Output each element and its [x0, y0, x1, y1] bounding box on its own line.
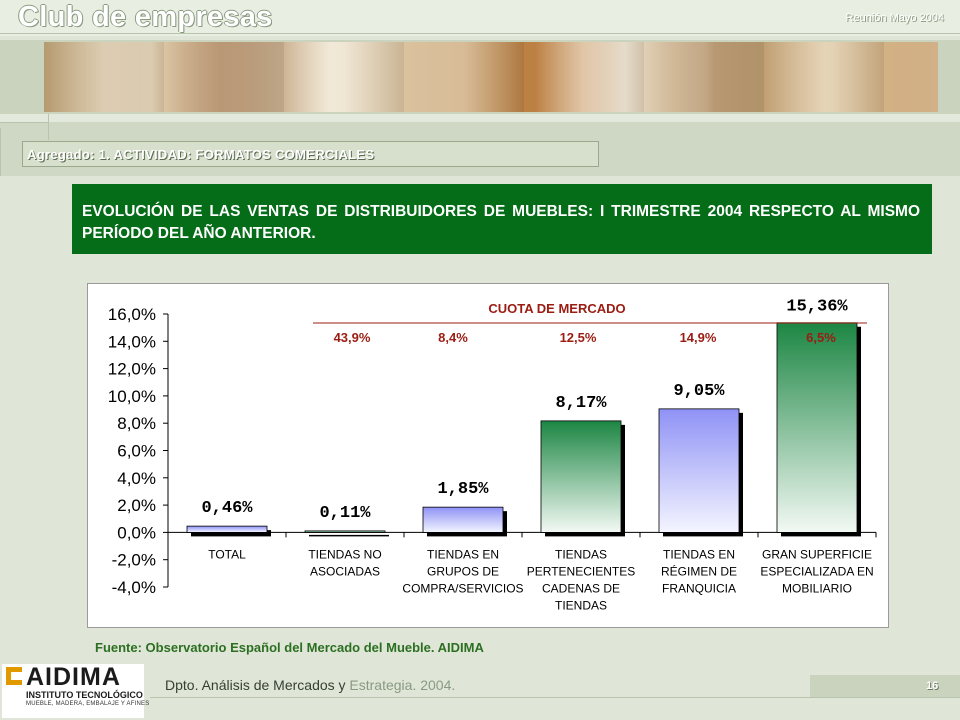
- category-label: TIENDAS EN: [663, 547, 735, 561]
- divider-line: [0, 122, 48, 123]
- y-tick-label: 6,0%: [117, 442, 156, 461]
- bar-value-label: 15,36%: [786, 298, 848, 317]
- divider-line: [0, 128, 1, 176]
- category-label: TIENDAS: [555, 547, 607, 561]
- bar-chart: 16,0% 14,0% 12,0% 10,0% 8,0% 6,0% 4,0% 2,0% 0,0%…: [108, 298, 877, 613]
- market-share-value: 8,4%: [438, 330, 468, 345]
- y-tick-label: 4,0%: [117, 469, 156, 488]
- bar-3: [422, 506, 504, 533]
- bar-value-label: 8,17%: [555, 394, 607, 413]
- category-label: CADENAS DE: [542, 581, 620, 595]
- chart-bars: [186, 322, 861, 537]
- section-subtitle-box: [22, 141, 599, 167]
- section-band-top: [0, 114, 960, 122]
- page-number-box: [810, 675, 960, 697]
- heading-box: [72, 184, 932, 254]
- category-label: GRAN SUPERFICIE: [762, 547, 872, 561]
- bar-shadow: [309, 534, 389, 537]
- header-bar: [0, 0, 960, 36]
- market-share-title: CUOTA DE MERCADO: [488, 301, 625, 316]
- market-share-value: 14,9%: [680, 330, 717, 345]
- section-subtitle: Agregado: 1. ACTIVIDAD: FORMATOS COMERCI…: [27, 147, 375, 162]
- aidima-logo: [2, 664, 144, 718]
- y-tick-label: 14,0%: [108, 332, 156, 351]
- category-label: RÉGIMEN DE: [661, 563, 737, 578]
- slide-heading: EVOLUCIÓN DE LAS VENTAS DE DISTRIBUIDORE…: [82, 203, 920, 242]
- bar-value-label: 1,85%: [437, 480, 489, 499]
- aidima-logo-icon: [6, 667, 22, 685]
- category-label: TOTAL: [208, 547, 246, 561]
- category-label: TIENDAS EN: [427, 547, 499, 561]
- bar-1: [186, 525, 268, 533]
- bar-shadow: [191, 530, 271, 537]
- header-rule: [0, 33, 960, 34]
- y-tick-label: 16,0%: [108, 305, 156, 324]
- chart-card: [87, 283, 889, 628]
- category-label: GRUPOS DE: [427, 564, 499, 578]
- bar-value-label: 9,05%: [673, 382, 725, 401]
- y-tick-label: 0,0%: [117, 523, 156, 542]
- market-share-value: 43,9%: [334, 330, 371, 345]
- divider-line: [48, 114, 49, 140]
- bar-6: [776, 322, 858, 533]
- category-label: FRANQUICIA: [662, 581, 736, 595]
- source-note: Fuente: Observatorio Español del Mercado…: [95, 640, 484, 655]
- category-label: ESPECIALIZADA EN: [760, 564, 873, 578]
- bar-value-label: 0,46%: [201, 499, 253, 518]
- footer-rule: [150, 697, 960, 698]
- y-tick-label: 12,0%: [108, 360, 156, 379]
- bar-2: [304, 530, 386, 533]
- category-label: PERTENECIENTES: [527, 564, 635, 578]
- banner-image: [44, 42, 938, 112]
- bar-5: [658, 408, 740, 533]
- chart-axes: 16,0% 14,0% 12,0% 10,0% 8,0% 6,0% 4,0% 2,0% 0,0%…: [108, 305, 877, 597]
- bar-4: [540, 420, 622, 533]
- footer: [0, 660, 960, 720]
- presentation-title: Club de empresas: [18, 1, 273, 33]
- department-year: Estrategia. 2004.: [349, 677, 456, 693]
- y-tick-label: -2,0%: [112, 551, 156, 570]
- market-share-value: 6,5%: [806, 330, 836, 345]
- logo-name: AIDIMA: [26, 663, 121, 691]
- category-label: TIENDAS: [555, 598, 607, 612]
- category-label: COMPRA/SERVICIOS: [402, 581, 523, 595]
- y-tick-label: -4,0%: [112, 578, 156, 597]
- department-credit: Dpto. Análisis de Mercados y Estrategia.…: [165, 677, 455, 693]
- chart-labels: 0,46% TOTAL 0,11% TIENDAS NO ASOCIADAS 1,85% T…: [201, 298, 873, 613]
- meeting-label: Reunión Mayo 2004: [845, 12, 944, 24]
- logo-tagline: MUEBLE, MADERA, EMBALAJE Y AFINES: [26, 701, 150, 707]
- department-name: Dpto. Análisis de Mercados y: [165, 677, 346, 693]
- y-tick-label: 2,0%: [117, 496, 156, 515]
- page-number: 16: [926, 680, 939, 692]
- category-label: TIENDAS NO: [308, 547, 381, 561]
- category-label: MOBILIARIO: [782, 581, 852, 595]
- y-tick-label: 10,0%: [108, 387, 156, 406]
- bar-value-label: 0,11%: [319, 504, 371, 523]
- y-tick-label: 8,0%: [117, 414, 156, 433]
- logo-subtitle: INSTITUTO TECNOLÓGICO: [26, 690, 143, 700]
- market-share-value: 12,5%: [560, 330, 597, 345]
- category-label: ASOCIADAS: [310, 564, 380, 578]
